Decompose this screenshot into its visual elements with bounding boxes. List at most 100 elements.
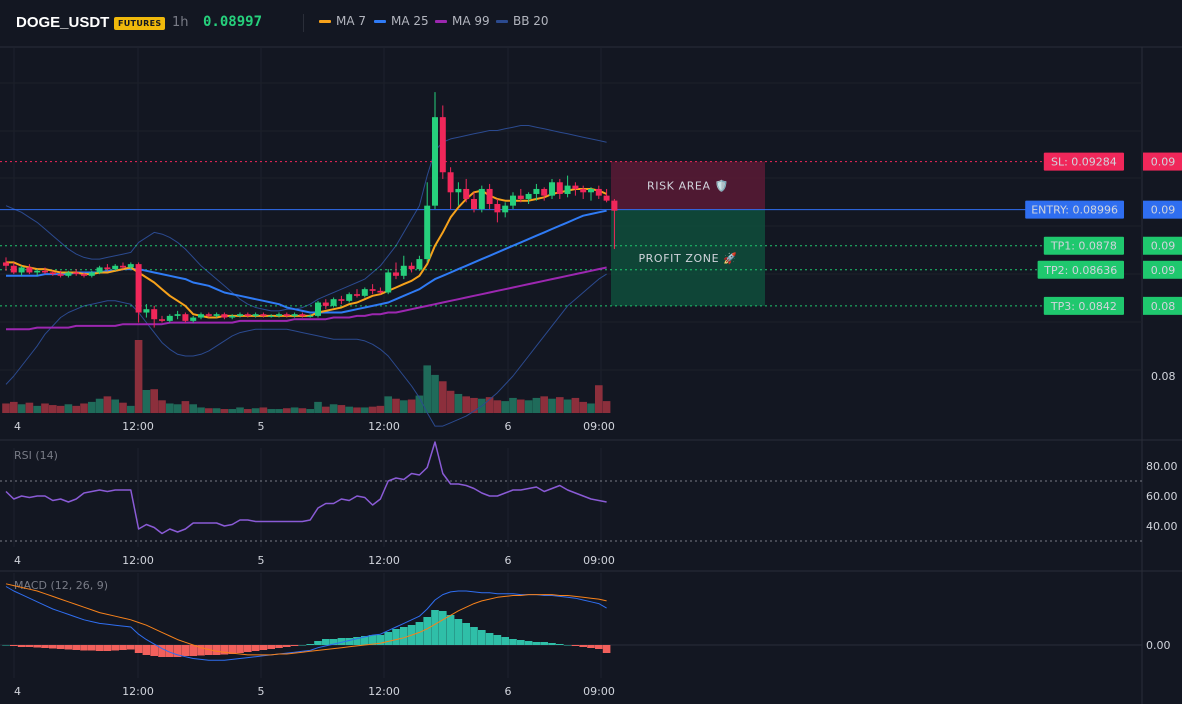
macd-histogram-bar bbox=[571, 645, 580, 646]
candle-body bbox=[400, 265, 407, 276]
volume-bar bbox=[392, 398, 400, 413]
macd-histogram-bar bbox=[501, 637, 509, 645]
candle-body bbox=[190, 317, 197, 321]
rsi-time-label: 09:00 bbox=[583, 554, 615, 567]
risk-zone-label: RISK AREA 🛡️ bbox=[647, 180, 729, 193]
rsi-title: RSI (14) bbox=[14, 449, 58, 462]
macd-histogram-bar bbox=[212, 645, 221, 655]
candle-body bbox=[143, 309, 150, 313]
volume-bar bbox=[345, 406, 353, 413]
legend-ma7[interactable]: MA 7 bbox=[319, 14, 366, 28]
volume-bar bbox=[290, 407, 299, 413]
candle-body bbox=[213, 314, 220, 316]
volume-bar bbox=[548, 398, 556, 413]
timeframe-label[interactable]: 1h bbox=[172, 15, 189, 30]
profit-zone-label: PROFIT ZONE 🚀 bbox=[638, 252, 737, 265]
legend-ma99[interactable]: MA 99 bbox=[435, 14, 490, 28]
price-time-label: 5 bbox=[258, 420, 265, 433]
volume-bar bbox=[400, 400, 408, 413]
macd-histogram-bar bbox=[10, 645, 18, 646]
risk-zone bbox=[611, 161, 765, 210]
volume-bar bbox=[509, 397, 517, 413]
macd-histogram-bar bbox=[127, 645, 135, 650]
candle-body bbox=[361, 289, 368, 296]
candle-body bbox=[588, 188, 594, 193]
legend-ma99-swatch bbox=[435, 19, 447, 23]
macd-histogram-bar bbox=[478, 630, 486, 645]
volume-bar bbox=[439, 381, 447, 413]
rsi-time-label: 12:00 bbox=[368, 554, 400, 567]
candle-body bbox=[447, 172, 454, 193]
macd-histogram-bar bbox=[579, 645, 587, 647]
macd-histogram-bar bbox=[41, 645, 49, 648]
tp3-label: TP3: 0.0842 bbox=[1050, 300, 1117, 313]
volume-bar bbox=[142, 389, 151, 413]
candle-body bbox=[572, 185, 579, 189]
volume-bar bbox=[415, 395, 424, 413]
tp2-axis-label: 0.09 bbox=[1151, 264, 1176, 277]
macd-histogram-bar bbox=[103, 645, 112, 651]
macd-histogram-bar bbox=[548, 643, 556, 645]
macd-histogram-bar bbox=[150, 645, 158, 656]
volume-bar bbox=[64, 404, 73, 413]
volume-bar bbox=[368, 406, 377, 413]
macd-histogram-bar bbox=[322, 639, 330, 645]
candle-body bbox=[517, 195, 524, 199]
macd-histogram-bar bbox=[415, 622, 424, 645]
macd-histogram-bar bbox=[49, 645, 57, 649]
macd-histogram-bar bbox=[524, 641, 533, 645]
volume-bar bbox=[517, 399, 525, 413]
volume-bar bbox=[25, 402, 34, 413]
macd-histogram-bar bbox=[181, 645, 190, 656]
volume-bar bbox=[337, 405, 346, 413]
candle-body bbox=[120, 265, 126, 268]
candle-body bbox=[486, 188, 493, 204]
candle-body bbox=[127, 264, 134, 268]
macd-histogram-bar bbox=[33, 645, 41, 648]
macd-histogram-bar bbox=[275, 645, 283, 648]
legend-bb20[interactable]: BB 20 bbox=[496, 14, 549, 28]
futures-badge: FUTURES bbox=[114, 17, 166, 30]
sl-axis-box bbox=[1143, 152, 1182, 171]
macd-histogram-bar bbox=[400, 627, 408, 645]
candle-body bbox=[49, 272, 56, 275]
macd-histogram-bar bbox=[353, 637, 361, 645]
volume-bar bbox=[571, 397, 580, 413]
symbol-name[interactable]: DOGE_USDT bbox=[16, 14, 110, 31]
macd-histogram-bar bbox=[80, 645, 88, 651]
header-divider bbox=[303, 14, 304, 32]
candle-body bbox=[112, 265, 119, 270]
macd-histogram-bar bbox=[595, 645, 603, 649]
candle-body bbox=[393, 272, 399, 276]
legend-ma25[interactable]: MA 25 bbox=[374, 14, 429, 28]
volume-bar bbox=[259, 407, 268, 413]
volume-bar bbox=[579, 401, 587, 413]
candle-body bbox=[439, 117, 446, 173]
volume-bar bbox=[556, 397, 564, 413]
volume-bar bbox=[119, 402, 127, 413]
macd-histogram-bar bbox=[345, 638, 353, 645]
macd-histogram-bar bbox=[384, 632, 392, 645]
volume-bar bbox=[220, 409, 229, 413]
legend-ma7-label: MA 7 bbox=[336, 14, 367, 28]
candle-body bbox=[455, 188, 462, 193]
macd-histogram-bar bbox=[423, 617, 431, 645]
candle-body bbox=[205, 314, 212, 316]
tp3-label-box bbox=[1043, 296, 1124, 315]
macd-histogram-bar bbox=[563, 645, 572, 646]
macd-histogram-bar bbox=[197, 645, 205, 656]
candle-body bbox=[502, 205, 509, 213]
candle-body bbox=[408, 265, 415, 270]
candle-body bbox=[88, 272, 95, 276]
macd-histogram-bar bbox=[72, 645, 80, 650]
candle-body bbox=[10, 265, 17, 273]
macd-histogram-bar bbox=[509, 639, 517, 645]
candle-body bbox=[151, 309, 158, 320]
macd-histogram-bar bbox=[189, 645, 197, 656]
candle-body bbox=[182, 314, 189, 321]
volume-bar bbox=[431, 374, 439, 413]
candle-body bbox=[3, 262, 9, 266]
volume-bar bbox=[376, 405, 385, 413]
macd-histogram-bar bbox=[220, 645, 229, 655]
